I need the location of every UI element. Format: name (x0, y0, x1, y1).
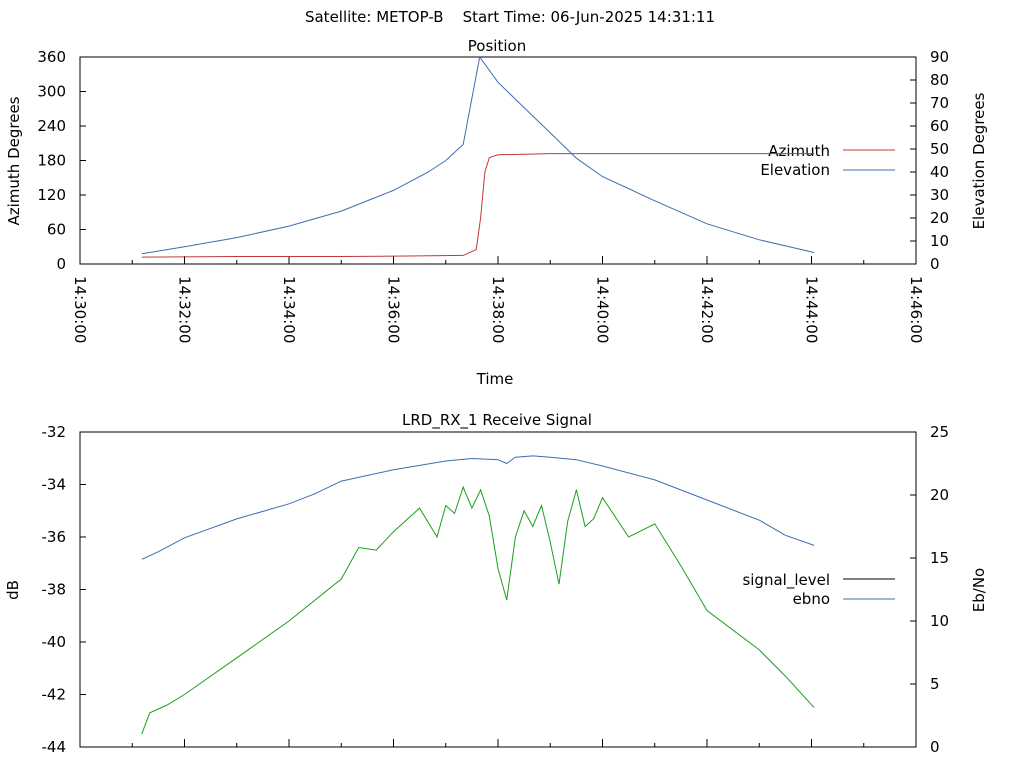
series-line-elevation (141, 55, 815, 255)
y-tick-label: -44 (42, 738, 67, 756)
y2-tick-label: 20 (930, 209, 949, 227)
y-tick-label: 0 (56, 255, 66, 273)
y2-tick-label: 20 (930, 486, 949, 504)
x-tick-label: 14:44:00 (803, 276, 821, 343)
x-tick-label: 14:32:00 (176, 276, 194, 343)
signal-y2label: Eb/No (970, 568, 988, 612)
y2-tick-label: 50 (930, 140, 949, 158)
y2-tick-label: 15 (930, 549, 949, 567)
y2-tick-label: 90 (930, 48, 949, 66)
position-panel: Position Time Azimuth Degrees Elevation … (5, 37, 988, 388)
x-tick-label: 14:46:00 (907, 276, 925, 343)
legend-label-ebno: ebno (793, 590, 830, 608)
signal-panel: LRD_RX_1 Receive Signal dB Eb/No signal_… (4, 411, 988, 756)
y2-tick-label: 0 (930, 738, 940, 756)
y2-tick-label: 0 (930, 255, 940, 273)
y2-tick-label: 5 (930, 675, 940, 693)
y2-tick-label: 70 (930, 94, 949, 112)
y-tick-label: -34 (42, 476, 67, 494)
signal-ylabel: dB (4, 580, 22, 600)
y2-tick-label: 30 (930, 186, 949, 204)
legend-label-signal-level: signal_level (742, 571, 830, 590)
y-tick-label: -36 (42, 528, 67, 546)
y2-tick-label: 80 (930, 71, 949, 89)
position-title: Position (468, 37, 526, 55)
x-tick-label: 14:38:00 (489, 276, 507, 343)
plot-frame (79, 431, 917, 748)
position-xlabel: Time (476, 370, 514, 388)
y-tick-label: 60 (47, 221, 66, 239)
y-tick-label: -38 (42, 581, 67, 599)
legend-label-elevation: Elevation (760, 161, 830, 179)
y-tick-label: 120 (37, 186, 66, 204)
signal-title: LRD_RX_1 Receive Signal (402, 411, 592, 430)
y2-tick-label: 25 (930, 423, 949, 441)
series-line-signal-level (141, 485, 815, 735)
y2-tick-label: 60 (930, 117, 949, 135)
x-tick-label: 14:34:00 (280, 276, 298, 343)
y2-tick-label: 10 (930, 612, 949, 630)
y-tick-label: -42 (42, 686, 67, 704)
y-tick-label: 240 (37, 117, 66, 135)
y-tick-label: 300 (37, 83, 66, 101)
y2-tick-label: 10 (930, 232, 949, 250)
position-y2label: Elevation Degrees (970, 92, 988, 229)
x-tick-label: 14:30:00 (71, 276, 89, 343)
position-ylabel: Azimuth Degrees (5, 96, 23, 225)
x-tick-label: 14:42:00 (698, 276, 716, 343)
page-title: Satellite: METOP-B Start Time: 06-Jun-20… (305, 8, 715, 26)
series-line-azimuth (141, 153, 815, 258)
legend-label-azimuth: Azimuth (768, 142, 830, 160)
x-tick-label: 14:40:00 (594, 276, 612, 343)
series-line-ebno (141, 455, 815, 560)
x-tick-label: 14:36:00 (385, 276, 403, 343)
y-tick-label: -40 (42, 633, 67, 651)
y-tick-label: 180 (37, 152, 66, 170)
y2-tick-label: 40 (930, 163, 949, 181)
y-tick-label: 360 (37, 48, 66, 66)
y-tick-label: -32 (42, 423, 67, 441)
